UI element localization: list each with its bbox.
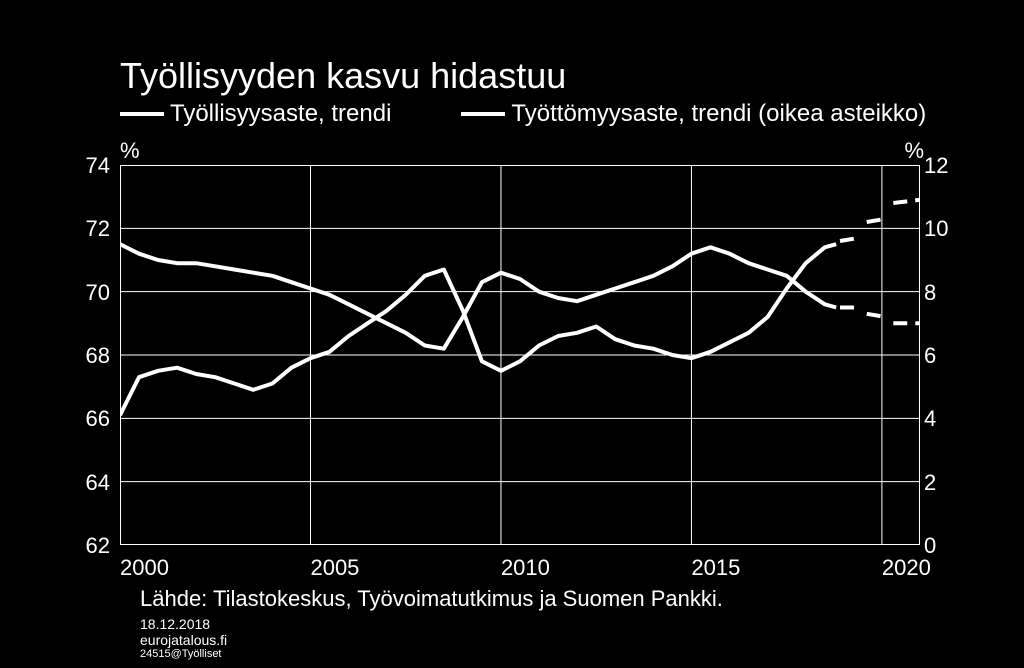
x-tick: 2005	[310, 555, 359, 581]
y-right-tick: 12	[924, 153, 964, 179]
y-left-tick: 62	[70, 533, 110, 559]
x-tick: 2000	[120, 555, 169, 581]
y-right-tick: 8	[924, 280, 964, 306]
y-right-tick: 2	[924, 470, 964, 496]
legend-label: Työllisyysaste, trendi	[170, 100, 391, 128]
source-line: Lähde: Tilastokeskus, Työvoimatutkimus j…	[140, 586, 723, 612]
y-left-tick: 70	[70, 280, 110, 306]
chart-container: Työllisyyden kasvu hidastuu Työllisyysas…	[0, 0, 1024, 668]
x-tick: 2015	[691, 555, 740, 581]
footnote-date: 18.12.2018	[140, 616, 210, 632]
y-left-tick: 66	[70, 406, 110, 432]
chart-svg	[120, 165, 920, 545]
y-left-tick: 64	[70, 470, 110, 496]
x-tick: 2010	[501, 555, 550, 581]
legend-label: Työttömyysaste, trendi (oikea asteikko)	[511, 100, 926, 128]
footnote-id: 24515@Työlliset	[140, 648, 222, 660]
y-right-tick: 4	[924, 406, 964, 432]
y-left-tick: 72	[70, 216, 110, 242]
y-left-unit: %	[120, 138, 140, 164]
plot-area	[120, 165, 920, 545]
legend-item-unemployment: Työttömyysaste, trendi (oikea asteikko)	[461, 100, 926, 128]
y-left-tick: 68	[70, 343, 110, 369]
y-right-tick: 10	[924, 216, 964, 242]
legend: Työllisyysaste, trendi Työttömyysaste, t…	[120, 100, 926, 128]
chart-title: Työllisyyden kasvu hidastuu	[120, 55, 566, 97]
y-right-axis-ticks: 121086420	[924, 155, 964, 555]
legend-swatch-icon	[120, 112, 164, 116]
legend-swatch-icon	[461, 112, 505, 116]
y-right-unit: %	[904, 138, 924, 164]
legend-item-employment: Työllisyysaste, trendi	[120, 100, 391, 128]
y-left-tick: 74	[70, 153, 110, 179]
y-left-axis-ticks: 74727068666462	[70, 155, 110, 555]
x-tick: 2020	[882, 555, 931, 581]
footnote-site: eurojatalous.fi	[140, 632, 227, 648]
y-right-tick: 6	[924, 343, 964, 369]
